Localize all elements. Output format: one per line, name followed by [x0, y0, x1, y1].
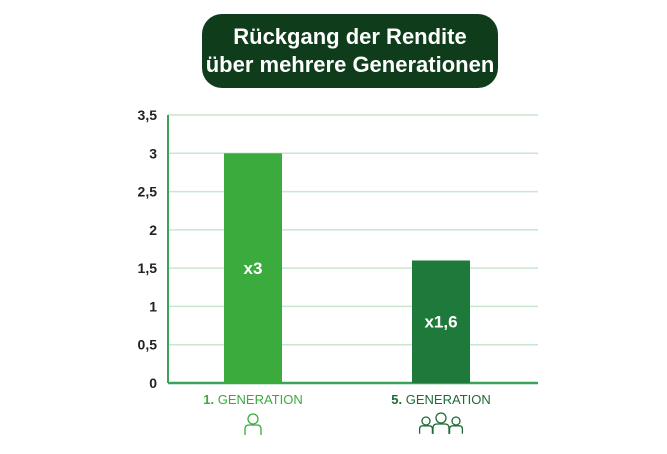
bar-1 — [224, 153, 282, 383]
y-tick-label: 0 — [149, 375, 157, 391]
y-tick-label: 1 — [149, 298, 157, 314]
y-tick-label: 3 — [149, 145, 157, 161]
y-tick-label: 0,5 — [138, 337, 158, 353]
y-tick-label: 2,5 — [138, 184, 158, 200]
bar-2 — [412, 260, 470, 383]
chart-title: Rückgang der Rendite über mehrere Genera… — [202, 14, 498, 88]
y-tick-label: 1,5 — [138, 260, 158, 276]
single-person-icon — [244, 413, 262, 435]
x-category-label: 1. GENERATION — [203, 392, 302, 407]
bar-value-label: x3 — [244, 259, 263, 278]
group-of-people-icon — [418, 412, 464, 434]
bar-value-label: x1,6 — [424, 313, 457, 332]
title-line-2: über mehrere Generationen — [205, 52, 495, 77]
y-tick-label: 2 — [149, 222, 157, 238]
title-line-1: Rückgang der Rendite — [233, 24, 467, 49]
x-category-label: 5. GENERATION — [391, 392, 490, 407]
y-tick-label: 3,5 — [138, 107, 158, 123]
